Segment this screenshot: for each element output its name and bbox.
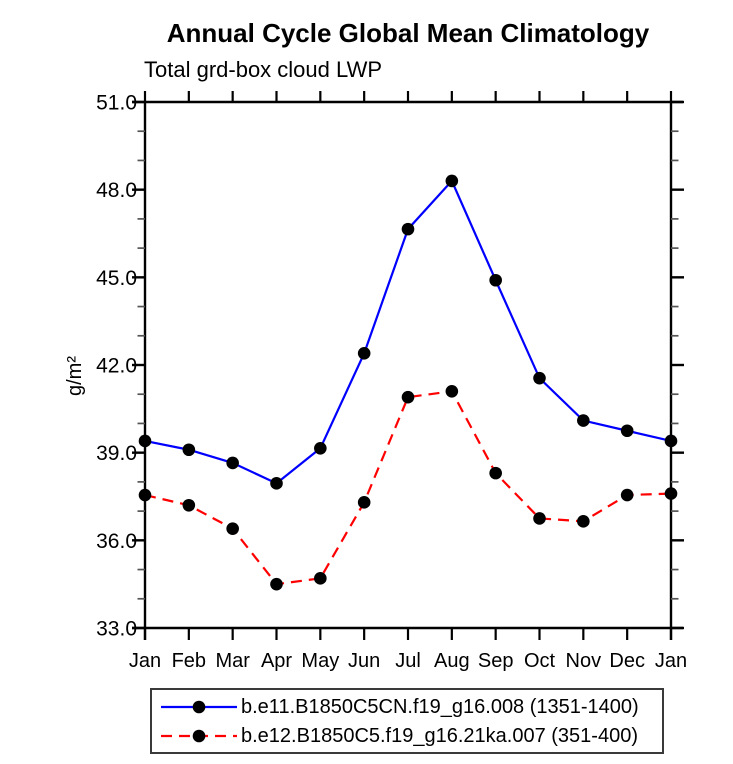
legend-item-series2: b.e12.B1850C5.f19_g16.21ka.007 (351-400): [157, 722, 662, 750]
legend-marker-dot: [192, 700, 206, 713]
data-point-marker: [489, 273, 502, 287]
y-tick-label: 36.0: [96, 530, 137, 553]
x-tick-label: Oct: [524, 650, 556, 672]
data-point-marker: [664, 487, 678, 500]
y-tick-label: 39.0: [96, 442, 137, 465]
chart-subtitle: Total grd-box cloud LWP: [144, 57, 383, 82]
data-point-marker: [620, 424, 634, 438]
data-point-marker: [620, 488, 634, 502]
x-tick-label: Sep: [478, 650, 514, 672]
y-axis-ticks: 33.0 36.0 39.0 42.0 45.0 48.0 51.0: [96, 92, 684, 641]
legend-marker-dot: [192, 729, 206, 742]
series-2-line: [144, 390, 672, 586]
y-tick-label: 33.0: [96, 618, 137, 641]
data-point-marker: [533, 371, 546, 385]
x-tick-label: Jan: [129, 650, 161, 672]
x-tick-label: May: [301, 650, 339, 672]
data-point-marker: [182, 498, 196, 512]
data-point-marker: [357, 496, 371, 509]
x-tick-label: Nov: [566, 650, 602, 672]
x-axis-ticks: Jan Feb Mar Apr May Jun Jul Aug Sep Oct Nov Dec Jan: [129, 91, 687, 672]
data-point-marker: [664, 434, 678, 448]
x-tick-label: Dec: [609, 650, 645, 672]
x-tick-label: Jun: [348, 650, 380, 672]
legend: b.e11.B1850C5CN.f19_g16.008 (1351-1400) …: [150, 688, 664, 754]
y-tick-label: 45.0: [96, 267, 137, 290]
chart-title: Annual Cycle Global Mean Climatology: [166, 18, 650, 48]
data-point-marker: [357, 347, 371, 360]
legend-solid-line-icon: [161, 700, 237, 713]
legend-item-series1: b.e11.B1850C5CN.f19_g16.008 (1351-1400): [157, 693, 662, 721]
y-tick-label: 51.0: [96, 92, 137, 115]
data-point-marker: [138, 488, 152, 502]
data-point-marker: [314, 572, 327, 585]
x-tick-label: Apr: [261, 650, 292, 672]
data-point-marker: [533, 512, 546, 525]
x-tick-label: Jul: [395, 650, 421, 672]
data-point-marker: [182, 443, 196, 457]
data-point-marker: [314, 441, 327, 455]
data-point-marker: [401, 222, 415, 236]
axis-frame: [132, 100, 683, 640]
data-point-marker: [270, 577, 283, 591]
data-point-marker: [138, 434, 152, 448]
data-point-marker: [577, 414, 590, 427]
data-point-marker: [270, 477, 283, 490]
x-tick-label: Mar: [215, 650, 250, 672]
series-1: [138, 174, 678, 490]
legend-label-series2: b.e12.B1850C5.f19_g16.21ka.007 (351-400): [241, 724, 638, 747]
x-tick-label: Aug: [434, 650, 470, 672]
data-point-marker: [226, 456, 239, 470]
data-point-marker: [445, 385, 459, 398]
data-point-marker: [577, 515, 590, 528]
data-point-marker: [226, 522, 239, 535]
data-point-marker: [489, 466, 502, 480]
data-point-marker: [401, 390, 415, 404]
x-tick-label: Feb: [172, 650, 206, 672]
x-tick-label: Jan: [655, 650, 687, 672]
legend-dashed-line-icon: [161, 729, 237, 742]
legend-label-series1: b.e11.B1850C5CN.f19_g16.008 (1351-1400): [241, 695, 639, 718]
series-2: [138, 385, 678, 591]
y-tick-label: 48.0: [96, 179, 137, 202]
y-tick-label: 42.0: [96, 355, 137, 378]
data-point-marker: [445, 174, 459, 188]
